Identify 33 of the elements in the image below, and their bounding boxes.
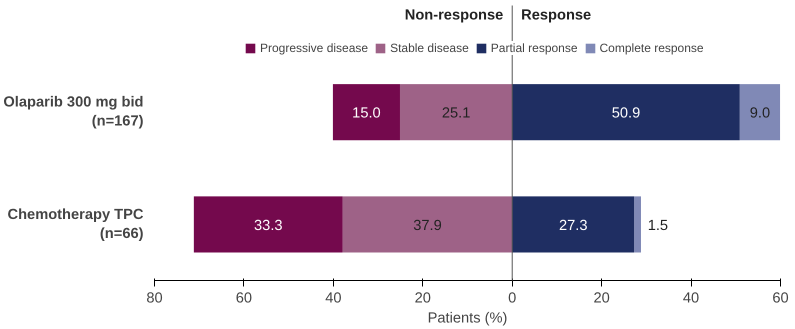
- x-tick-label: 60: [236, 290, 252, 306]
- bar: [512, 84, 740, 140]
- data-label: 25.1: [442, 106, 470, 122]
- annotation: Response: [521, 8, 592, 24]
- data-label: 1.5: [648, 218, 668, 234]
- x-tick-label: 20: [414, 290, 431, 306]
- data-label: 50.9: [612, 106, 640, 122]
- data-label: 37.9: [413, 218, 442, 234]
- bar: [194, 196, 343, 252]
- bar: [740, 84, 780, 140]
- x-tick-label: 40: [325, 290, 342, 306]
- bar: [332, 84, 400, 140]
- x-axis-title: Patients (%): [428, 310, 508, 326]
- legend-label: Partial response: [490, 41, 578, 55]
- x-tick-label: 40: [682, 290, 700, 306]
- x-tick-label: 80: [146, 290, 163, 306]
- legend-label: Stable disease: [390, 41, 469, 55]
- annotation: Non-response: [404, 8, 504, 24]
- bar: [400, 84, 512, 140]
- y-tick-label: Olaparib 300 mg bid (n=167): [3, 94, 144, 130]
- data-label: 33.3: [254, 218, 283, 234]
- bar: [342, 196, 512, 252]
- legend-label: Progressive disease: [260, 41, 368, 55]
- legend-label: Complete response: [600, 41, 704, 55]
- bar: [634, 196, 641, 252]
- data-label: 9.0: [750, 106, 770, 122]
- x-tick-label: 0: [508, 290, 516, 306]
- x-tick-label: 20: [593, 290, 610, 306]
- data-label: 27.3: [558, 218, 588, 234]
- x-tick-label: 60: [772, 290, 789, 306]
- bar: [512, 196, 634, 252]
- data-label: 15.0: [352, 106, 381, 122]
- y-tick-label: Chemotherapy TPC (n=66): [8, 206, 144, 242]
